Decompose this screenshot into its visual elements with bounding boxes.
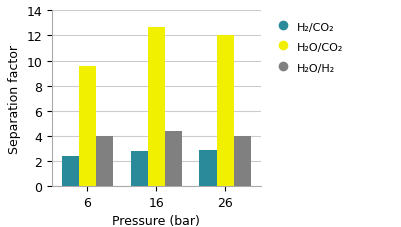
- Bar: [165, 131, 182, 186]
- Bar: [234, 136, 251, 186]
- Bar: [79, 66, 96, 186]
- Bar: [217, 36, 234, 186]
- Bar: [96, 136, 113, 186]
- Bar: [199, 150, 217, 186]
- Legend: H₂/CO₂, H₂O/CO₂, H₂O/H₂: H₂/CO₂, H₂O/CO₂, H₂O/H₂: [275, 17, 348, 78]
- Bar: [62, 157, 79, 186]
- Bar: [131, 151, 148, 186]
- Bar: [148, 28, 165, 186]
- X-axis label: Pressure (bar): Pressure (bar): [112, 214, 200, 227]
- Y-axis label: Separation factor: Separation factor: [8, 44, 21, 153]
